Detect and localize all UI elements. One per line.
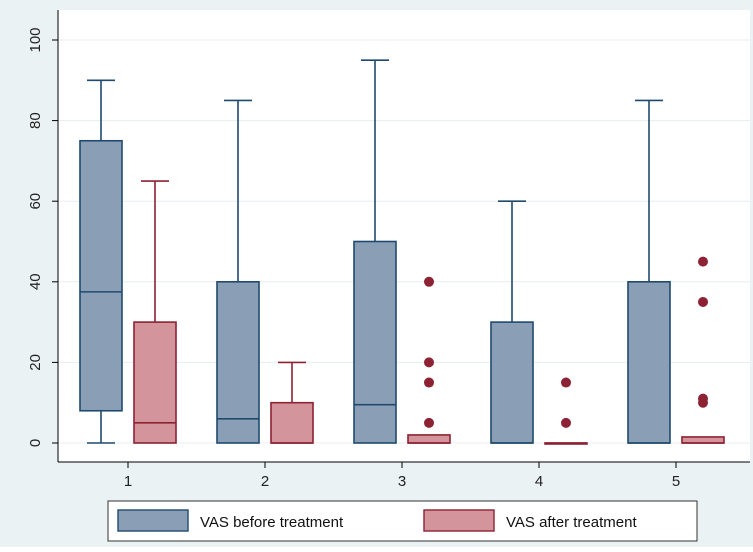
outlier-point — [698, 296, 708, 307]
box-before-3 — [353, 59, 397, 444]
outlier-point — [424, 276, 434, 287]
legend-swatch-before — [117, 509, 189, 532]
box-after-5 — [681, 256, 725, 444]
axes: 0 20 40 60 80 100 1 2 3 4 5 — [27, 10, 750, 490]
outlier-point — [561, 417, 571, 428]
box-before-1 — [79, 79, 123, 444]
legend-label-after: VAS after treatment — [506, 514, 637, 531]
x-tick-label-2: 2 — [261, 473, 269, 490]
box-iqr — [353, 240, 397, 444]
legend-frame — [107, 500, 698, 542]
legend-swatch-after — [423, 509, 495, 532]
legend-label-before: VAS before treatment — [200, 514, 344, 531]
box-before-5 — [627, 99, 671, 444]
box-iqr — [79, 139, 123, 412]
legend: VAS before treatment VAS after treatment — [107, 500, 698, 542]
box-iqr — [681, 436, 725, 444]
outlier-point — [698, 393, 708, 404]
box-iqr — [133, 321, 177, 444]
box-after-2 — [270, 361, 314, 444]
outlier-point — [698, 256, 708, 267]
box-iqr — [216, 280, 260, 444]
outlier-point — [424, 377, 434, 388]
x-tick-label-4: 4 — [535, 473, 543, 490]
box-after-1 — [133, 180, 177, 444]
outlier-point — [561, 377, 571, 388]
x-tick-label-5: 5 — [672, 473, 680, 490]
y-tick-label-60: 60 — [27, 193, 44, 210]
box-after-3 — [407, 276, 451, 444]
outlier-point — [424, 357, 434, 368]
y-tick-label-80: 80 — [27, 112, 44, 129]
box-series — [79, 59, 725, 445]
box-before-2 — [216, 99, 260, 444]
box-iqr — [407, 434, 451, 444]
box-iqr — [627, 280, 671, 444]
x-tick-label-1: 1 — [124, 473, 132, 490]
x-tick-label-3: 3 — [398, 473, 406, 490]
outlier-point — [424, 417, 434, 428]
box-iqr — [490, 321, 534, 444]
box-after-4 — [544, 377, 588, 445]
y-tick-label-40: 40 — [27, 273, 44, 290]
box-before-4 — [490, 200, 534, 444]
y-tick-label-100: 100 — [27, 27, 44, 52]
box-iqr — [270, 401, 314, 444]
y-tick-label-20: 20 — [27, 354, 44, 371]
y-tick-label-0: 0 — [27, 439, 44, 447]
